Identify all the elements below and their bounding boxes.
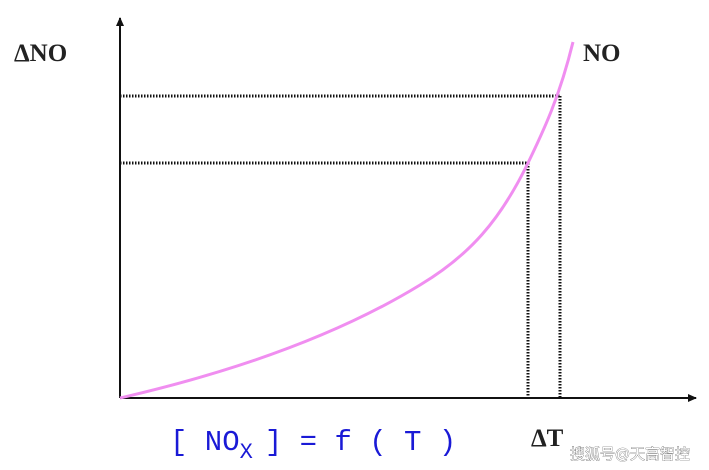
guide-lines [120, 94, 562, 398]
formula-right: ] = f ( T ) [265, 426, 456, 459]
formula-left: [ NO [170, 426, 240, 459]
formula-subscript: X [240, 440, 253, 465]
y-axis-label: ΔNO [14, 40, 67, 67]
formula: [ NOX ] = f ( T ) [170, 426, 456, 465]
curve [119, 41, 575, 400]
watermark: 搜狐号@天高智控 [570, 445, 690, 463]
curve-label: NO [583, 40, 621, 67]
x-axis-label: ΔT [531, 425, 564, 452]
